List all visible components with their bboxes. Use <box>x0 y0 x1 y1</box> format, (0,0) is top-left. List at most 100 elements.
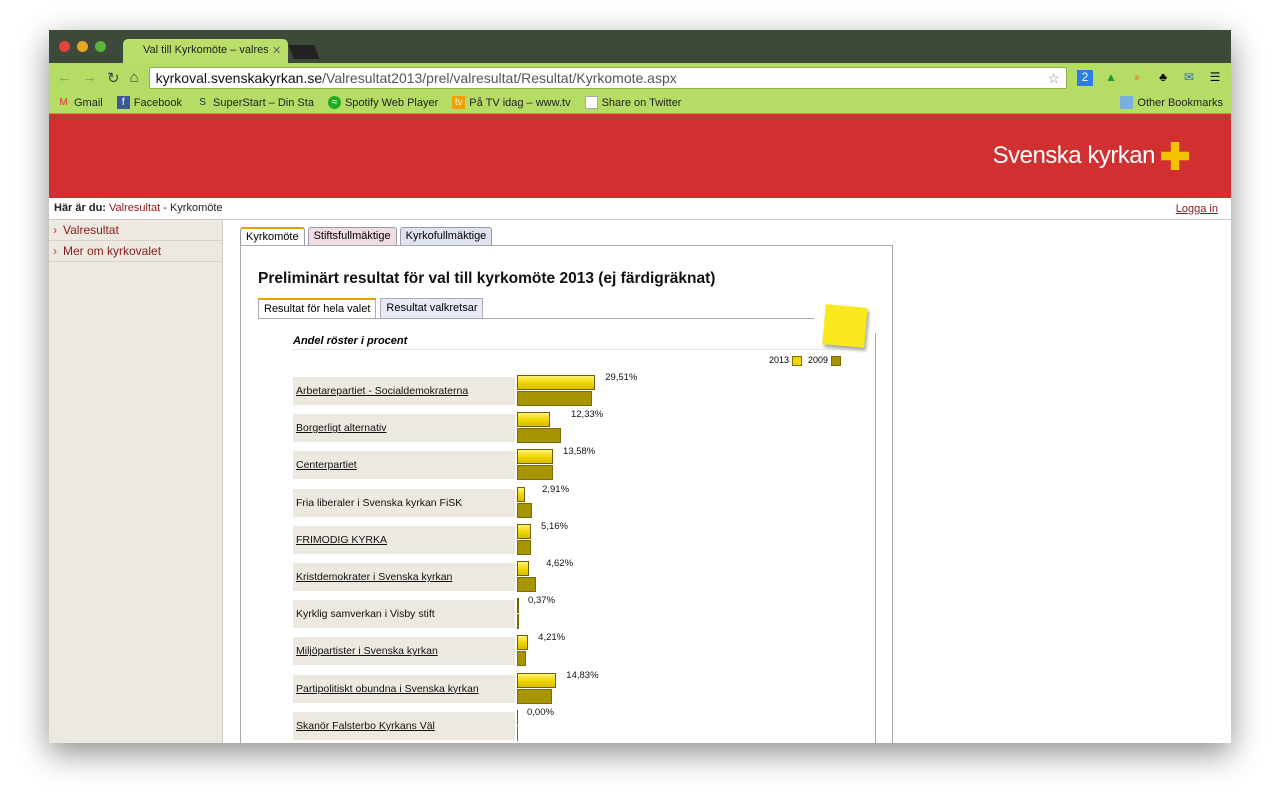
extension-badge-icon[interactable]: 2 <box>1077 69 1093 86</box>
sidebar-item-mer-om-kyrkovalet[interactable]: Mer om kyrkovalet <box>49 241 222 262</box>
party-label[interactable]: Arbetarepartiet - Socialdemokraterna <box>293 377 515 405</box>
chart-row: Fria liberaler i Svenska kyrkan FiSK 2,91… <box>293 484 833 518</box>
data-label: 4,62% <box>546 558 574 569</box>
party-label[interactable]: FRIMODIG KYRKA <box>293 525 515 554</box>
party-label[interactable]: Centerpartiet <box>293 451 515 480</box>
bar-2013 <box>517 672 557 688</box>
home-icon[interactable]: ⌂ <box>129 69 139 86</box>
results-panel: Preliminärt resultat för val till kyrkom… <box>240 245 893 743</box>
tv-icon: tv <box>452 96 466 109</box>
breadcrumb-current: Kyrkomöte <box>169 202 223 214</box>
legend-label: 2009 <box>807 355 828 365</box>
gmail-icon: M <box>59 97 68 108</box>
bar-2009 <box>517 502 533 518</box>
legend-2013: 2013 <box>769 355 802 366</box>
extension-icon[interactable]: ● <box>1133 69 1141 84</box>
chart-title: Andel röster i procent <box>293 335 853 350</box>
drive-icon[interactable]: ▲ <box>1105 69 1117 84</box>
zoom-window-button[interactable] <box>95 41 106 52</box>
breadcrumb-separator: - <box>160 202 170 214</box>
party-label[interactable]: Kristdemokrater i Svenska kyrkan <box>293 563 515 591</box>
main-content: Kyrkomöte Stiftsfullmäktige Kyrkofullmäk… <box>240 227 893 743</box>
chart-row: Partipolitiskt obundna i Svenska kyrkan 1… <box>293 670 833 704</box>
browser-tab[interactable]: Val till Kyrkomöte – valres ✕ <box>123 39 288 63</box>
data-label: 4,21% <box>538 632 566 644</box>
data-label: 13,58% <box>563 446 596 458</box>
data-label: 29,51% <box>605 372 638 383</box>
party-label[interactable]: Miljöpartister i Svenska kyrkan <box>293 637 515 666</box>
tab-valkretsar[interactable]: Resultat valkretsar <box>380 298 484 318</box>
chart-row: Arbetarepartiet - Socialdemokraterna 29,5… <box>293 372 833 406</box>
data-label: 14,83% <box>566 669 599 681</box>
legend-2009: 2009 <box>808 355 841 366</box>
party-label[interactable]: Skanör Falsterbo Kyrkans Väl <box>293 711 515 740</box>
party-label: Fria liberaler i Svenska kyrkan FiSK <box>293 488 515 517</box>
url-path: /Valresultat2013/prel/valresultat/Result… <box>322 69 677 86</box>
data-label: 2,91% <box>542 483 570 495</box>
folder-icon <box>1120 96 1134 109</box>
title-bar: Val till Kyrkomöte – valres ✕ <box>49 30 1231 63</box>
sidebar-item-valresultat[interactable]: Valresultat <box>49 220 222 241</box>
legend-swatch <box>831 355 841 366</box>
close-tab-icon[interactable]: ✕ <box>272 45 282 57</box>
bookmark-label: Share on Twitter <box>601 96 682 109</box>
breadcrumb-label: Här är du: <box>54 202 106 214</box>
bookmark-superstart[interactable]: S SuperStart – Din Sta <box>196 96 314 109</box>
new-tab-button[interactable] <box>288 45 320 59</box>
bar-2009 <box>517 614 519 630</box>
browser-window: Val till Kyrkomöte – valres ✕ ← → ↻ ⌂ kyr… <box>49 30 1231 743</box>
other-bookmarks[interactable]: Other Bookmarks <box>1120 96 1223 109</box>
bar-2009 <box>517 465 554 481</box>
data-label: 0,00% <box>527 706 554 718</box>
bookmark-label: Spotify Web Player <box>344 96 439 109</box>
bookmark-tv[interactable]: tv På TV idag – www.tv <box>452 96 571 109</box>
bookmark-label: SuperStart – Din Sta <box>213 96 314 109</box>
address-bar[interactable]: kyrkoval.svenskakyrkan.se/Valresultat201… <box>148 66 1067 89</box>
chart-row: Miljöpartister i Svenska kyrkan 4,21% <box>293 632 833 667</box>
bookmark-facebook[interactable]: f Facebook <box>116 96 183 109</box>
site-banner: Svenska kyrkan <box>49 114 1231 198</box>
tab-title: Val till Kyrkomöte – valres <box>143 44 268 56</box>
chart-row: Kyrklig samverkan i Visby stift 0,37% <box>293 595 833 630</box>
superstart-icon: S <box>199 97 206 108</box>
tab-kyrkofullmaktige[interactable]: Kyrkofullmäktige <box>399 227 493 245</box>
menu-icon[interactable]: ☰ <box>1209 69 1221 84</box>
url-host: kyrkoval.svenskakyrkan.se <box>155 69 323 86</box>
bar-2013 <box>517 412 550 428</box>
bookmark-label: Facebook <box>133 96 183 109</box>
party-label[interactable]: Partipolitiskt obundna i Svenska kyrkan <box>293 674 515 703</box>
back-icon[interactable]: ← <box>57 69 72 86</box>
spotify-icon: ≈ <box>327 96 341 109</box>
bookmark-spotify[interactable]: ≈ Spotify Web Player <box>327 96 439 109</box>
tab-kyrkomote[interactable]: Kyrkomöte <box>240 227 305 245</box>
bookmark-twitter[interactable]: Share on Twitter <box>584 96 682 109</box>
page-title: Preliminärt resultat för val till kyrkom… <box>258 270 716 287</box>
party-label[interactable]: Borgerligt alternativ <box>293 414 515 443</box>
legend-label: 2013 <box>768 355 789 365</box>
toolbar: ← → ↻ ⌂ kyrkoval.svenskakyrkan.se/Valres… <box>49 63 1231 92</box>
tab-stiftsfullmaktige[interactable]: Stiftsfullmäktige <box>307 227 397 245</box>
bar-2013 <box>517 598 519 614</box>
mail-icon[interactable]: ✉ <box>1183 69 1195 84</box>
close-window-button[interactable] <box>59 41 70 52</box>
legend-swatch <box>791 355 802 366</box>
minimize-window-button[interactable] <box>77 41 88 52</box>
extension-icon[interactable]: ♣ <box>1159 69 1167 84</box>
site-logo[interactable]: Svenska kyrkan <box>993 142 1189 170</box>
bookmark-label: På TV idag – www.tv <box>469 96 571 109</box>
forward-icon[interactable]: → <box>82 69 97 86</box>
breadcrumb: Här är du: Valresultat - Kyrkomöte Logga… <box>49 198 1231 220</box>
bar-2009 <box>517 539 532 555</box>
sidebar: Valresultat Mer om kyrkovalet <box>49 220 223 743</box>
chart-row: Kristdemokrater i Svenska kyrkan 4,62% <box>293 558 833 592</box>
bar-2009 <box>517 391 592 406</box>
bar-2009 <box>517 577 537 592</box>
bookmark-star-icon[interactable]: ☆ <box>1047 69 1060 86</box>
tab-hela-valet[interactable]: Resultat för hela valet <box>258 298 377 318</box>
login-link[interactable]: Logga in <box>1175 203 1218 215</box>
facebook-icon: f <box>116 96 130 109</box>
breadcrumb-link[interactable]: Valresultat <box>109 202 161 214</box>
reload-icon[interactable]: ↻ <box>107 69 120 87</box>
bar-2013 <box>517 375 596 390</box>
bookmark-gmail[interactable]: M Gmail <box>57 96 102 109</box>
